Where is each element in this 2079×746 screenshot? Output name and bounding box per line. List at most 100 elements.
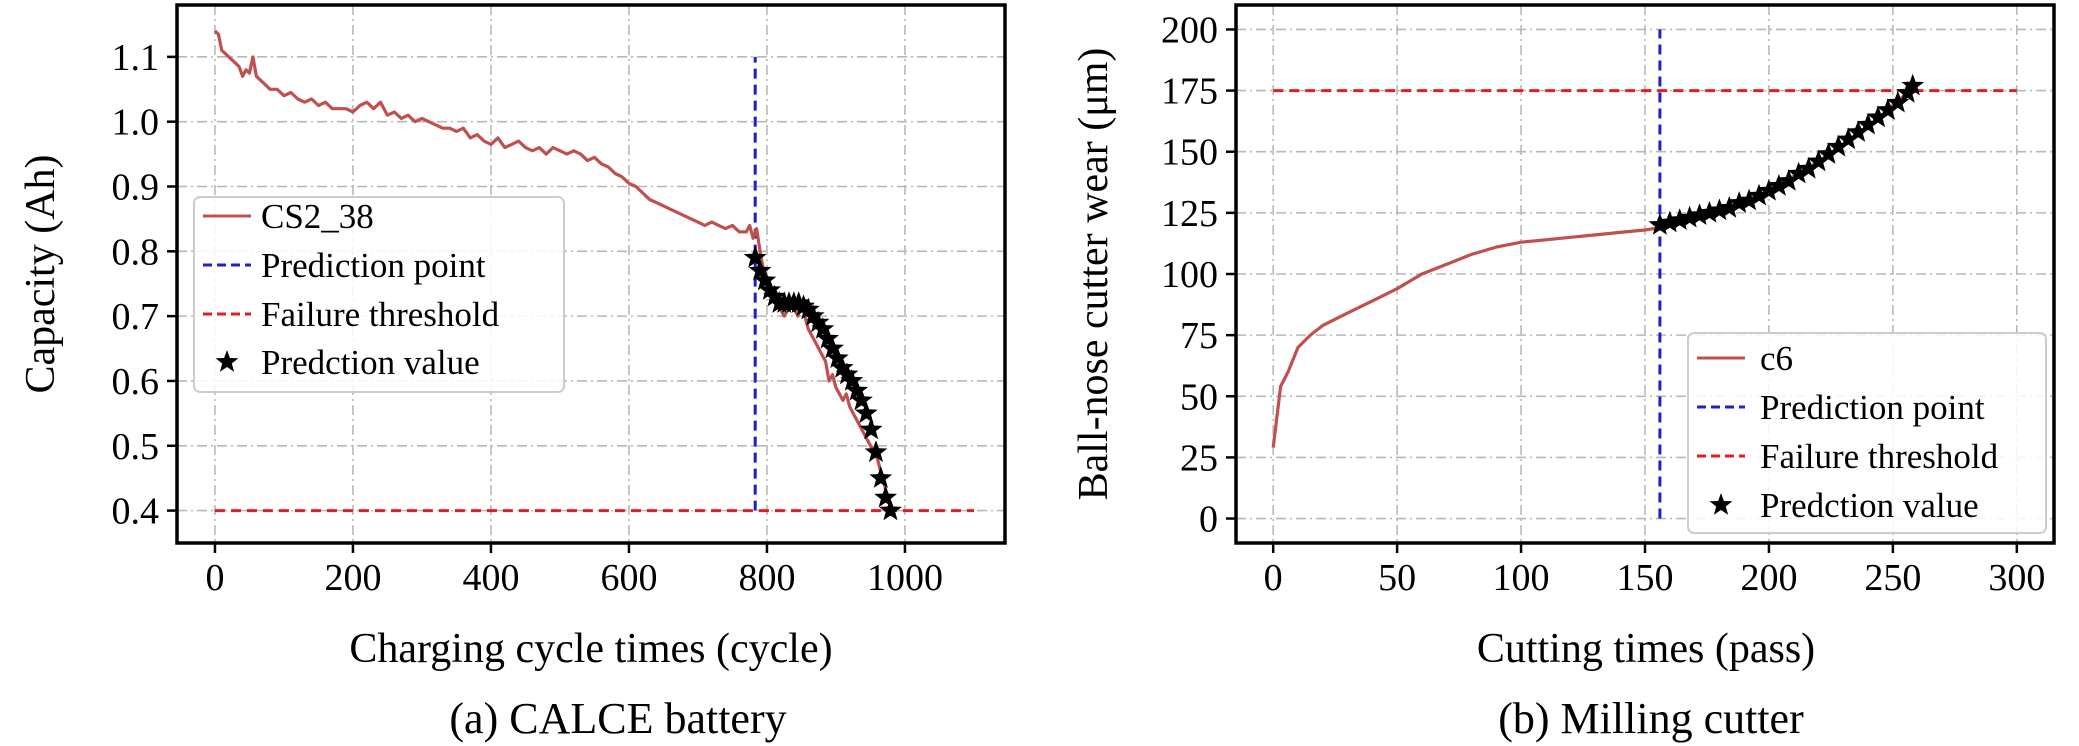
- b-prediction-star-0: [1648, 213, 1672, 235]
- b-prediction-star-4: [1688, 203, 1711, 225]
- a-ytick-label-5: 0.9: [112, 166, 160, 208]
- a-prediction-star-9: [787, 291, 811, 313]
- a-prediction-star-15: [816, 326, 840, 349]
- b-prediction-star-8: [1727, 191, 1751, 213]
- a-prediction-star-21: [845, 378, 869, 401]
- a-prediction-star-27: [874, 485, 897, 508]
- a-prediction-star-26: [869, 466, 893, 488]
- chart-b-legend-box: [1687, 332, 2047, 534]
- a-prediction-star-2: [753, 268, 777, 291]
- legend-a-label-2: Prediction point: [261, 246, 486, 285]
- b-xtick-label-3: 150: [1617, 557, 1674, 599]
- legend-a-star-shape: [215, 350, 239, 372]
- a-xtick-label-2: 400: [462, 557, 519, 599]
- b-prediction-star-2: [1668, 208, 1692, 230]
- b-xtick-label-5: 250: [1864, 557, 1921, 599]
- a-prediction-star-11: [796, 297, 820, 320]
- a-ytick-label-4: 0.8: [112, 231, 160, 273]
- b-prediction-star-20: [1846, 120, 1870, 142]
- a-prediction-star-28: [879, 498, 902, 521]
- chart-b-caption: (b) Milling cutter: [1498, 694, 1804, 743]
- a-xtick-label-1: 200: [324, 557, 381, 599]
- legend-b-label-1: c6: [1760, 339, 1793, 378]
- a-ytick-label-3: 0.7: [112, 296, 160, 338]
- b-prediction-star-6: [1708, 198, 1731, 221]
- legend-b-swatch-star-icon: [1709, 493, 1733, 515]
- legend-a-label-1: CS2_38: [261, 197, 374, 236]
- chart-a: 0 200 400 600 800 1000 0.4 0.5 0.6 0.7 0.8 0.9 1.0 1.…: [18, 3, 1007, 743]
- b-ytick-label-1: 25: [1180, 437, 1218, 479]
- a-prediction-star-25: [864, 440, 888, 462]
- b-prediction-star-11: [1757, 178, 1781, 201]
- b-prediction-star-19: [1836, 127, 1860, 150]
- a-xtick-label-4: 800: [738, 557, 795, 599]
- a-prediction-star-3: [758, 278, 782, 300]
- a-ytick-label-1: 0.5: [112, 426, 160, 468]
- b-prediction-star-10: [1747, 183, 1771, 206]
- a-prediction-star-18: [830, 356, 854, 378]
- chart-a-caption: (a) CALCE battery: [449, 694, 786, 743]
- b-prediction-star-5: [1698, 200, 1721, 223]
- a-prediction-star-22: [850, 388, 873, 411]
- b-prediction-star-18: [1826, 134, 1850, 157]
- legend-b-label-2: Prediction point: [1760, 388, 1985, 427]
- a-prediction-star-10: [792, 294, 815, 317]
- b-prediction-star-12: [1767, 174, 1791, 196]
- b-prediction-star-23: [1876, 98, 1900, 120]
- a-series-0: [213, 29, 893, 508]
- a-ytick-label-7: 1.1: [112, 37, 160, 79]
- chart-a-legend-box: [193, 196, 565, 393]
- chart-a-frame: [175, 3, 1007, 545]
- a-prediction-star-1: [748, 258, 772, 281]
- legend-a-label-4: Predction value: [261, 343, 480, 382]
- legend-a-label-3: Failure threshold: [261, 295, 500, 334]
- b-xtick-label-0: 0: [1264, 557, 1283, 599]
- b-prediction-star-26: [1901, 73, 1925, 96]
- a-prediction-star-12: [801, 304, 825, 326]
- b-ytick-label-2: 50: [1180, 376, 1218, 418]
- a-ytick-label-6: 1.0: [112, 102, 160, 144]
- a-prediction-star-13: [806, 310, 830, 333]
- b-prediction-star-16: [1807, 149, 1830, 172]
- a-prediction-star-0: [743, 245, 767, 268]
- chart-a-series: [213, 29, 974, 521]
- a-xtick-label-5: 1000: [867, 557, 943, 599]
- b-ytick-label-6: 150: [1161, 132, 1218, 174]
- b-prediction-star-14: [1787, 161, 1811, 184]
- b-prediction-star-3: [1678, 205, 1701, 228]
- b-xtick-label-6: 300: [1988, 557, 2045, 599]
- b-prediction-star-21: [1856, 112, 1880, 135]
- b-prediction-star-15: [1797, 156, 1820, 179]
- a-prediction-star-20: [840, 369, 864, 391]
- chart-a-xlabel: Charging cycle times (cycle): [349, 626, 832, 672]
- b-prediction-star-24: [1886, 90, 1910, 113]
- chart-a-ticks: 0 200 400 600 800 1000 0.4 0.5 0.6 0.7 0.8 0.9 1.0 1.…: [112, 37, 943, 599]
- chart-b-ticks: 0 50 100 150 200 250 300 0 25 50 75 100 125 150 175 200: [1161, 9, 2045, 599]
- chart-a-legend: CS2_38 Prediction point Failure threshol…: [193, 196, 565, 393]
- a-xtick-label-3: 600: [600, 557, 657, 599]
- b-ytick-label-4: 100: [1161, 254, 1218, 296]
- chart-b: 0 50 100 150 200 250 300 0 25 50 75 100 125 150 175 200…: [1071, 3, 2056, 743]
- b-prediction-star-22: [1866, 105, 1890, 128]
- b-prediction-star-13: [1777, 169, 1801, 191]
- a-xtick-label-0: 0: [205, 557, 224, 599]
- a-prediction-star-24: [859, 417, 883, 440]
- a-prediction-star-4: [763, 284, 786, 307]
- legend-b-label-3: Failure threshold: [1760, 437, 1999, 476]
- b-ytick-label-8: 200: [1161, 9, 1218, 51]
- b-ytick-label-3: 75: [1180, 315, 1218, 357]
- b-xtick-label-4: 200: [1740, 557, 1797, 599]
- b-ytick-label-0: 0: [1199, 499, 1218, 541]
- a-prediction-star-23: [854, 401, 878, 424]
- a-prediction-star-19: [835, 362, 859, 385]
- legend-b-label-4: Predction value: [1760, 486, 1979, 525]
- b-prediction-star-9: [1737, 188, 1761, 211]
- b-prediction-star-1: [1658, 210, 1682, 233]
- b-xtick-label-2: 100: [1493, 557, 1550, 599]
- b-ytick-label-5: 125: [1161, 193, 1218, 235]
- b-ytick-label-7: 175: [1161, 71, 1218, 113]
- legend-b-star-shape: [1709, 493, 1733, 515]
- legend-a-swatch-star-icon: [215, 350, 239, 372]
- chart-b-ylabel: Ball-nose cutter wear (μm): [1071, 48, 1117, 501]
- b-prediction-star-7: [1717, 196, 1741, 218]
